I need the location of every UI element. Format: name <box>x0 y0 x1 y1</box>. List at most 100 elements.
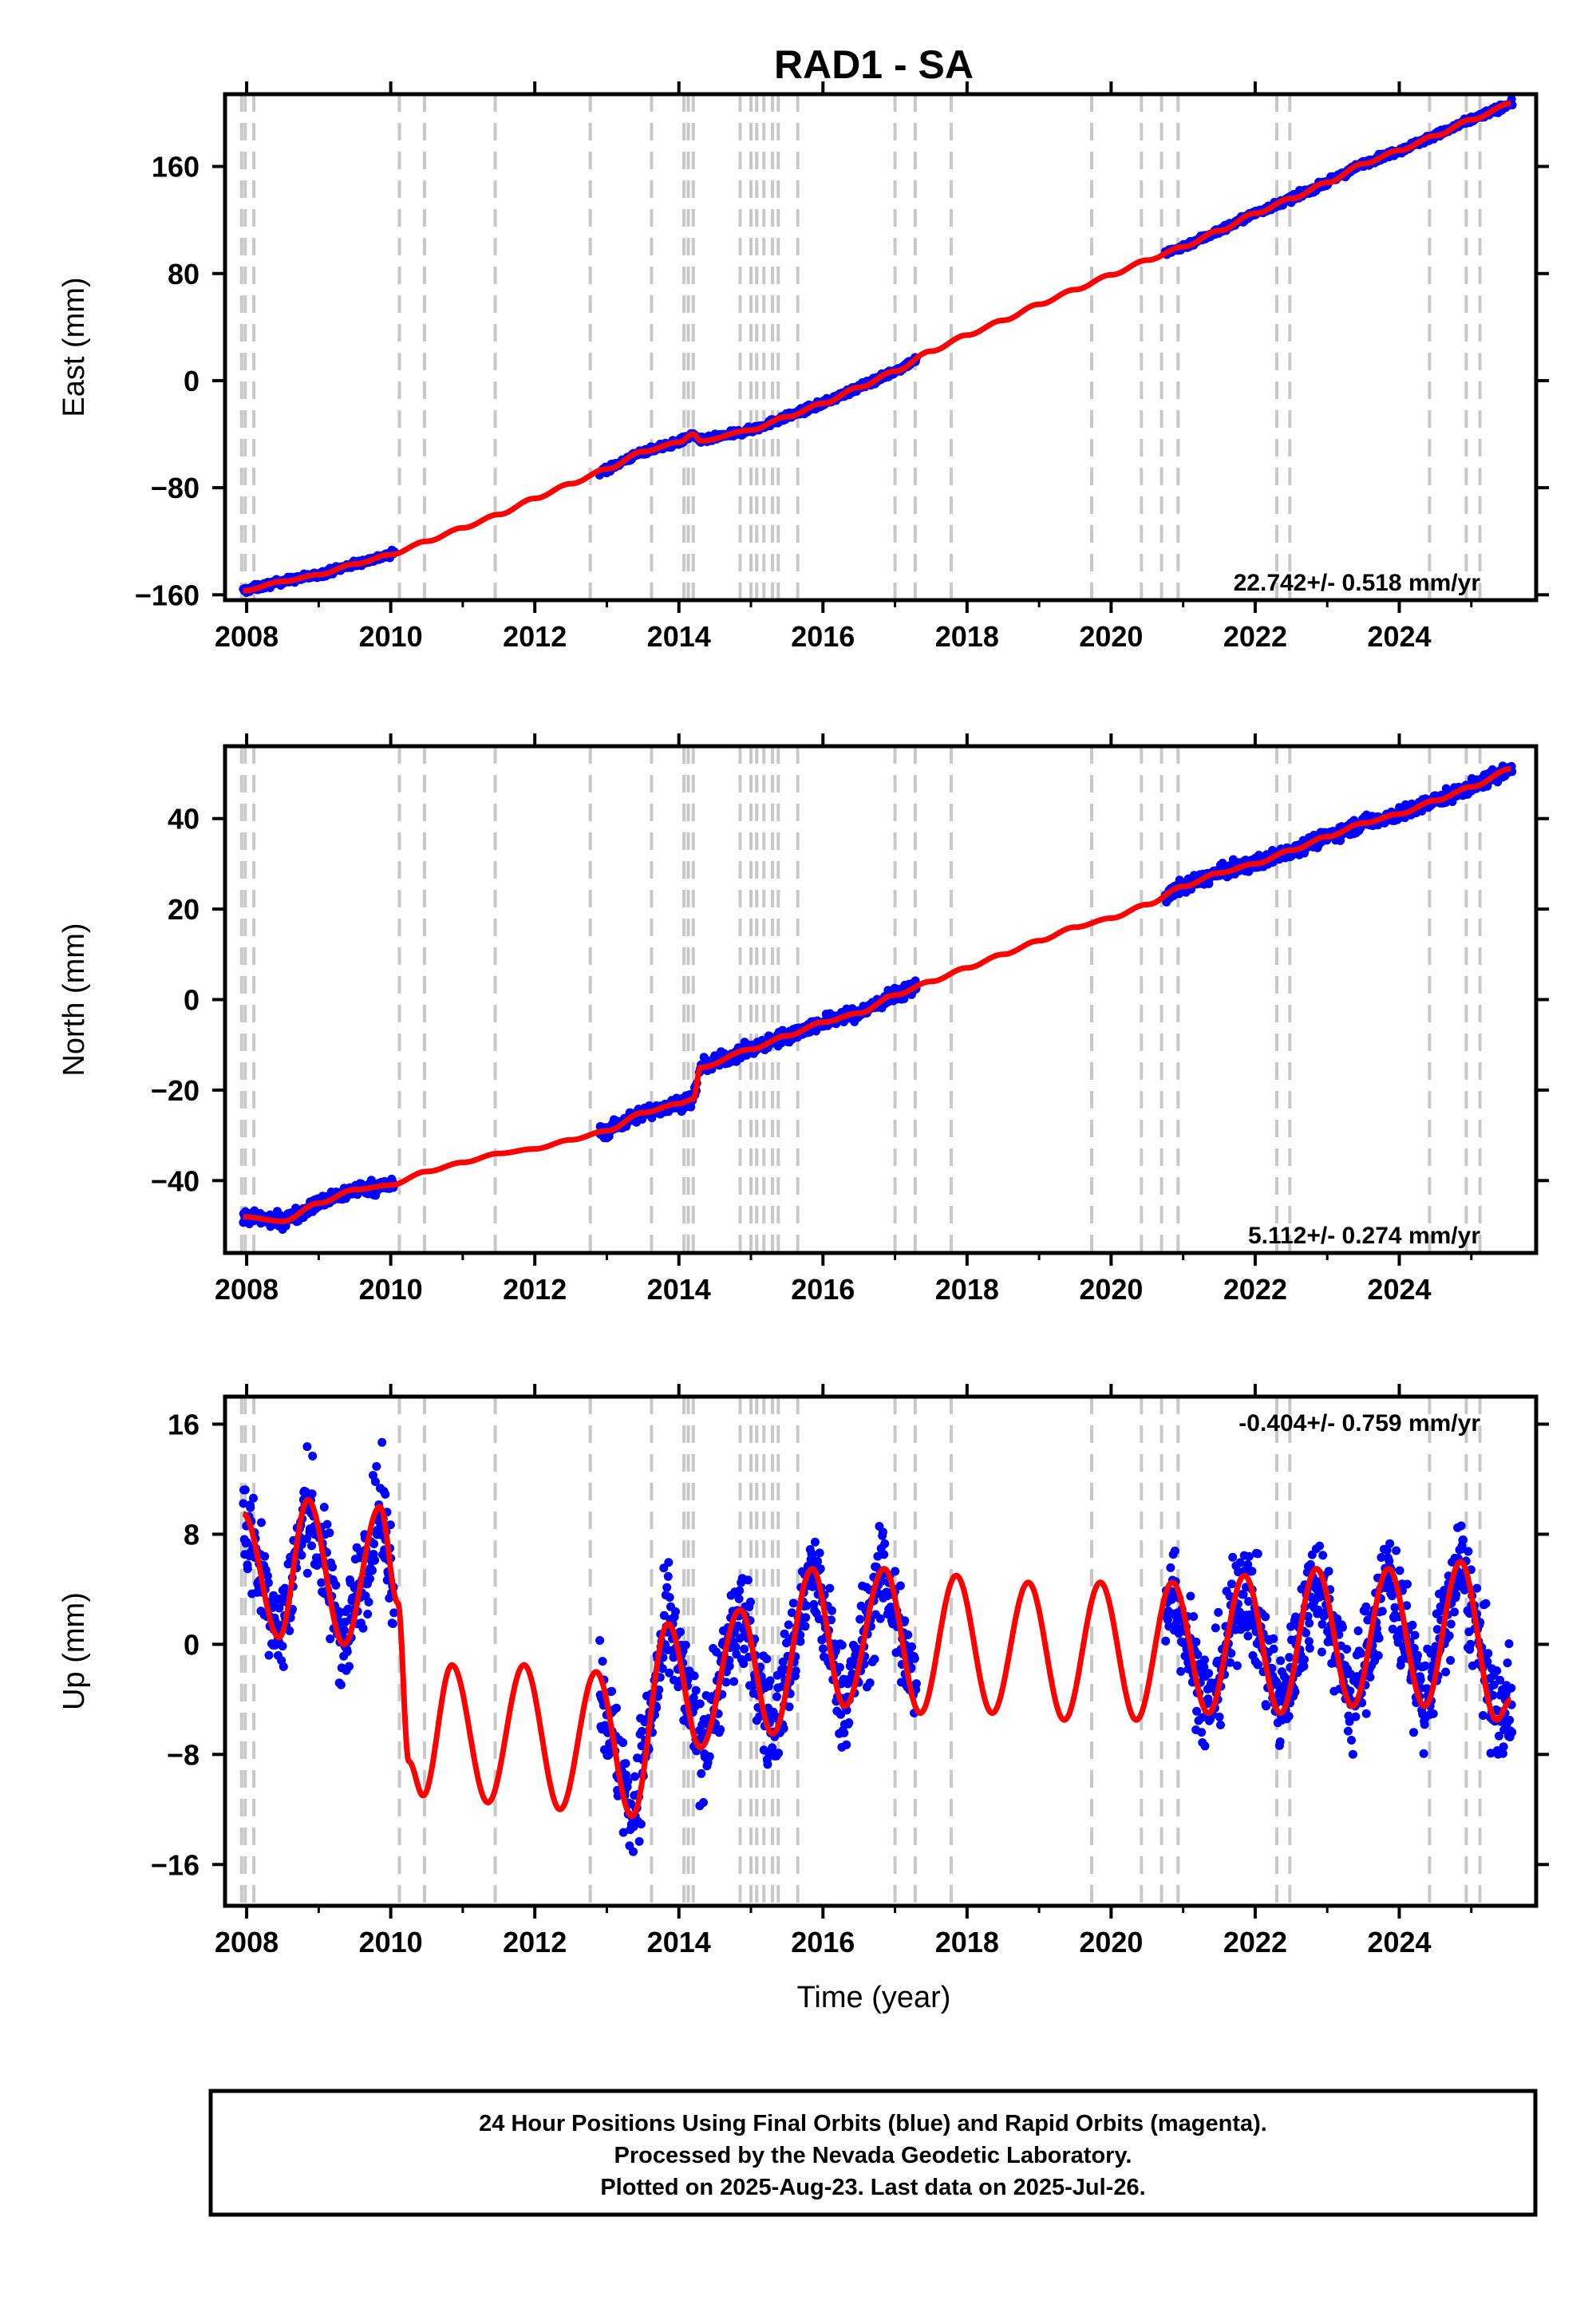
observation-point <box>1481 1599 1491 1608</box>
observation-point <box>1492 1666 1502 1675</box>
x-tick-label: 2014 <box>647 620 711 653</box>
x-tick-label: 2012 <box>503 1926 567 1958</box>
observation-point <box>1395 1566 1404 1575</box>
observation-point <box>1507 1728 1517 1737</box>
observation-point <box>372 1462 381 1471</box>
observation-point <box>1456 1521 1466 1531</box>
observation-point <box>381 1489 390 1499</box>
observation-point <box>765 1676 775 1686</box>
observation-point <box>342 1647 352 1657</box>
observation-point <box>907 1642 917 1651</box>
east-panel: 2008 2010 2012 2014 2016 2018 2020 2022 2024−160… <box>57 81 1549 653</box>
observation-point <box>1452 1590 1461 1599</box>
observation-point <box>621 1759 630 1769</box>
observation-point <box>819 1644 828 1654</box>
observation-point <box>880 1539 890 1548</box>
observation-point <box>1243 1631 1253 1641</box>
observation-point <box>762 1654 772 1664</box>
observation-point <box>1204 1669 1214 1678</box>
model-fit-line <box>241 101 1513 594</box>
observation-point <box>910 1654 919 1663</box>
x-tick-label: 2016 <box>791 1926 855 1958</box>
y-tick-label: −160 <box>135 579 200 611</box>
observation-point <box>598 1657 607 1666</box>
observation-point <box>681 1640 690 1650</box>
observation-point <box>665 1593 674 1602</box>
observation-point <box>325 1528 334 1538</box>
observation-point <box>1472 1583 1482 1593</box>
x-tick-label: 2024 <box>1367 1273 1431 1306</box>
observation-point <box>763 1760 772 1769</box>
observation-point <box>636 1820 646 1829</box>
observation-point <box>1337 1622 1347 1632</box>
observation-point <box>377 1437 387 1447</box>
observation-point <box>801 1613 811 1622</box>
observation-point <box>1347 1736 1356 1745</box>
observation-point <box>358 1623 368 1633</box>
observation-point <box>695 1699 705 1709</box>
observation-point <box>1191 1637 1201 1646</box>
observation-point <box>1499 1742 1508 1752</box>
observation-point <box>891 1567 900 1576</box>
observation-point <box>791 1666 800 1676</box>
observation-point <box>746 1597 755 1607</box>
observation-point <box>1503 1658 1512 1668</box>
observation-point <box>1254 1660 1263 1670</box>
observation-point <box>368 1566 377 1575</box>
observation-point <box>865 1678 875 1688</box>
observation-point <box>1505 1715 1515 1725</box>
observation-point <box>1197 1728 1207 1737</box>
observation-point <box>734 1594 744 1603</box>
x-tick-label: 2022 <box>1223 1926 1287 1958</box>
observation-point <box>810 1537 820 1547</box>
observation-point <box>1200 1741 1210 1751</box>
observation-point <box>1466 1639 1476 1649</box>
observation-point <box>855 1614 865 1624</box>
observation-point <box>827 1606 836 1615</box>
x-tick-label: 2010 <box>359 1926 423 1958</box>
x-tick-label: 2018 <box>935 1273 999 1306</box>
y-tick-label: 160 <box>152 151 200 184</box>
observation-point <box>1483 1649 1493 1658</box>
observation-point <box>689 1671 699 1681</box>
observation-point <box>788 1599 798 1608</box>
observation-point <box>336 1680 346 1690</box>
observation-point <box>1446 1656 1456 1665</box>
observation-point <box>634 1836 644 1846</box>
x-tick-label: 2020 <box>1079 1273 1143 1306</box>
observation-point <box>1420 1661 1430 1670</box>
x-tick-label: 2022 <box>1223 1273 1287 1306</box>
x-tick-label: 2018 <box>935 1926 999 1958</box>
observation-point <box>1343 1726 1353 1736</box>
observation-point <box>780 1629 789 1638</box>
x-tick-label: 2010 <box>359 1273 423 1306</box>
x-tick-label: 2012 <box>503 620 567 653</box>
observation-point <box>363 1610 373 1618</box>
observation-point <box>1269 1644 1278 1654</box>
observation-point <box>1464 1547 1473 1556</box>
x-tick-label: 2022 <box>1223 620 1287 653</box>
observation-point <box>842 1740 851 1749</box>
x-tick-label: 2008 <box>215 1273 279 1306</box>
observation-point <box>319 1503 329 1512</box>
observation-point <box>1269 1634 1278 1643</box>
x-tick-label: 2010 <box>359 620 423 653</box>
observation-point <box>699 1798 708 1807</box>
observation-point <box>612 1703 621 1713</box>
observation-point <box>1317 1647 1326 1657</box>
observation-point <box>903 1630 913 1639</box>
observation-point <box>630 1772 639 1781</box>
observation-point <box>844 1718 854 1727</box>
observation-point <box>911 1679 921 1689</box>
observation-point <box>1444 1631 1454 1641</box>
observation-point <box>246 1503 255 1512</box>
observation-point <box>1305 1618 1314 1628</box>
observation-point <box>772 1692 781 1701</box>
observation-point <box>257 1518 266 1528</box>
observation-point <box>1324 1567 1333 1576</box>
observation-point <box>1305 1643 1314 1653</box>
observation-point <box>345 1662 354 1671</box>
observation-point <box>1228 1552 1238 1562</box>
